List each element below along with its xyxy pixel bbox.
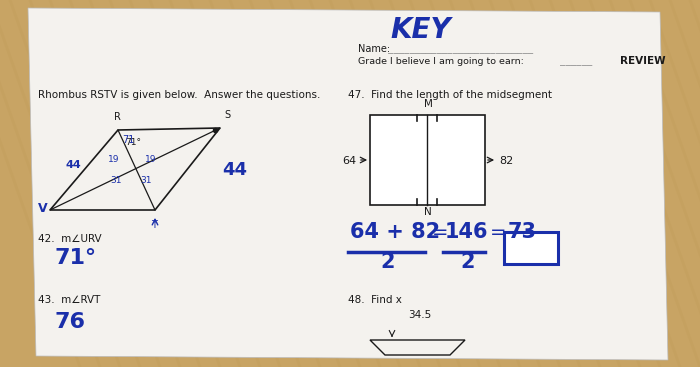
Text: V: V	[38, 202, 48, 215]
Text: 73: 73	[508, 222, 537, 242]
Text: 19: 19	[145, 155, 157, 164]
Text: T: T	[151, 220, 157, 230]
Text: Name:: Name:	[358, 44, 390, 54]
Text: 2: 2	[460, 252, 475, 272]
Text: 2: 2	[380, 252, 395, 272]
Text: S: S	[224, 110, 230, 120]
Text: ______: ______	[560, 57, 592, 66]
Text: 31: 31	[110, 176, 122, 185]
Text: 47.  Find the length of the midsegment: 47. Find the length of the midsegment	[348, 90, 552, 100]
Text: =: =	[432, 223, 449, 242]
Text: 71°: 71°	[55, 248, 97, 268]
Text: 44: 44	[222, 161, 247, 179]
Text: 34.5: 34.5	[408, 310, 431, 320]
Text: REVIEW: REVIEW	[620, 56, 666, 66]
Bar	[370, 115, 485, 205]
Text: =: =	[490, 223, 507, 242]
Text: M: M	[424, 99, 433, 109]
Polygon shape	[28, 8, 668, 360]
Text: 71: 71	[122, 135, 134, 145]
Text: 71°: 71°	[125, 138, 141, 147]
Text: 76: 76	[55, 312, 86, 332]
Text: 31: 31	[140, 176, 151, 185]
Text: Grade I believe I am going to earn:: Grade I believe I am going to earn:	[358, 57, 524, 66]
Text: 64 + 82: 64 + 82	[350, 222, 440, 242]
Text: 19: 19	[108, 155, 120, 164]
Text: 146: 146	[445, 222, 489, 242]
Text: 48.  Find x: 48. Find x	[348, 295, 402, 305]
Text: 44: 44	[65, 160, 80, 170]
Text: R: R	[114, 112, 121, 122]
FancyBboxPatch shape	[504, 232, 558, 264]
Text: 43.  m∠RVT: 43. m∠RVT	[38, 295, 100, 305]
Text: 64: 64	[342, 156, 356, 166]
Text: ___________________________: ___________________________	[388, 45, 533, 54]
Text: 42.  m∠URV: 42. m∠URV	[38, 234, 102, 244]
Text: KEY: KEY	[390, 16, 451, 44]
Text: N: N	[424, 207, 432, 217]
Text: Rhombus RSTV is given below.  Answer the questions.: Rhombus RSTV is given below. Answer the …	[38, 90, 321, 100]
Text: 82: 82	[499, 156, 513, 166]
